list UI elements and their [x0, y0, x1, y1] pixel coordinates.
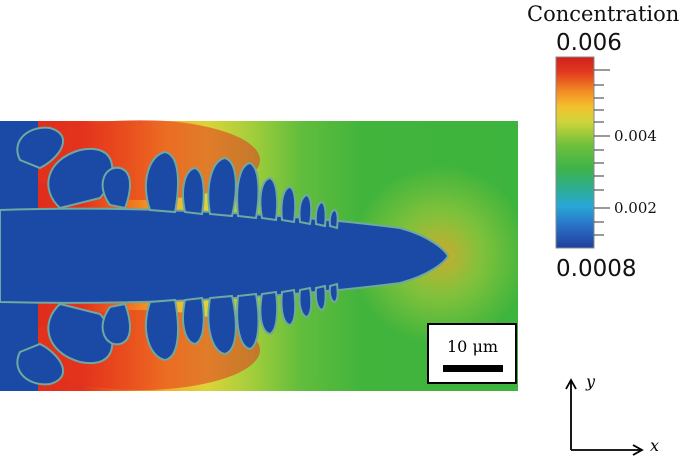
colorbar-gradient	[555, 56, 595, 249]
colorbar-tick-label: 0.002	[614, 199, 657, 217]
colorbar-max-label: 0.006	[556, 30, 622, 56]
colorbar-min-label: 0.0008	[556, 256, 637, 282]
x-axis-label: x	[650, 436, 660, 455]
colorbar-ticks	[594, 69, 610, 236]
scale-bar-label: 10 μm	[447, 337, 499, 356]
scale-bar	[443, 365, 503, 372]
y-axis-label: y	[586, 372, 596, 391]
coordinate-axes	[565, 378, 644, 456]
colorbar-title: Concentration	[527, 2, 680, 26]
scale-bar-box: 10 μm	[427, 323, 517, 384]
colorbar-tick-label: 0.004	[614, 127, 657, 145]
